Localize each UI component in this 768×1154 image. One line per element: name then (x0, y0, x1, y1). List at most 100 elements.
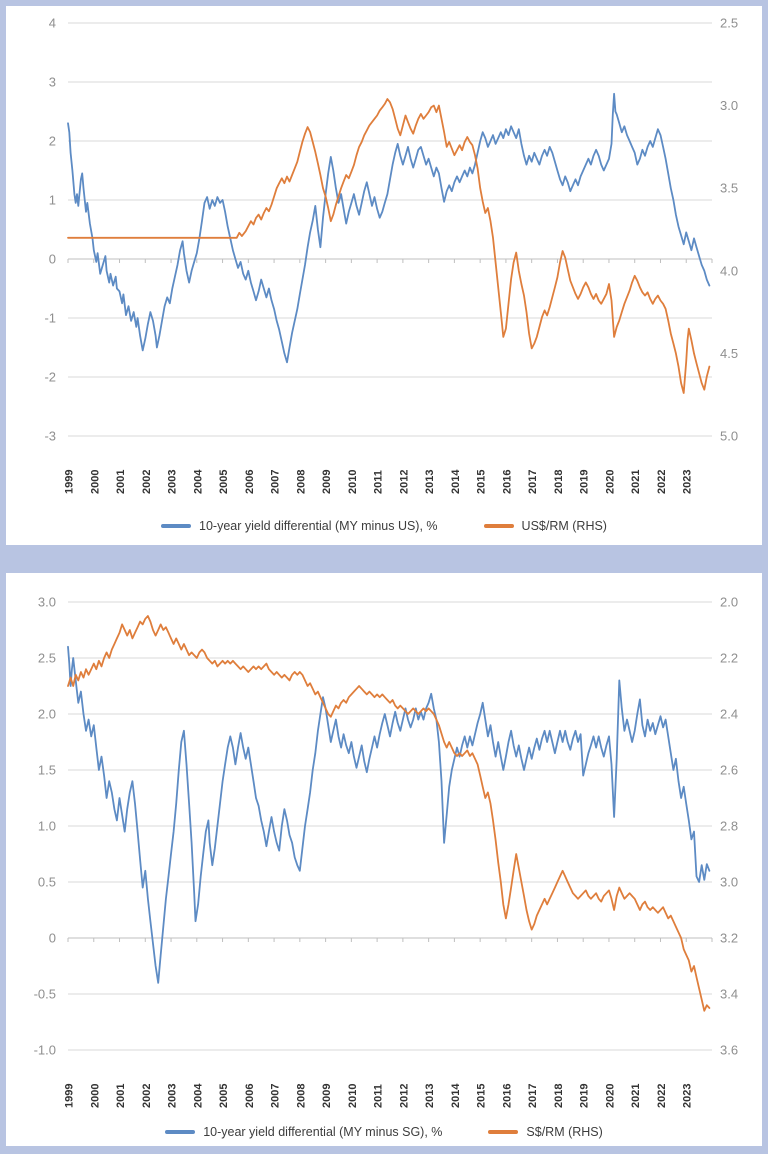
right-axis-labels: 2.0 2.2 2.4 2.6 2.8 3.0 3.2 3.4 3.6 (720, 595, 738, 1058)
svg-text:2023: 2023 (682, 470, 694, 494)
svg-text:2.6: 2.6 (720, 763, 738, 778)
svg-text:2018: 2018 (553, 1084, 565, 1108)
svg-text:2017: 2017 (527, 1084, 539, 1108)
svg-text:3.0: 3.0 (720, 875, 738, 890)
orange-line-marker-icon (488, 1130, 519, 1134)
svg-text:2017: 2017 (527, 470, 539, 494)
svg-text:2009: 2009 (321, 1084, 333, 1108)
year-labels: 1999 2000 2001 2002 2003 2004 2005 2006 2007 2008… (64, 1083, 694, 1108)
svg-text:3.0: 3.0 (38, 595, 56, 610)
svg-text:2015: 2015 (476, 1084, 488, 1108)
svg-text:2021: 2021 (630, 1084, 642, 1108)
legend-item-yield-diff-us: 10-year yield differential (MY minus US)… (161, 519, 438, 533)
svg-text:4.5: 4.5 (720, 346, 738, 361)
svg-text:2013: 2013 (424, 470, 436, 494)
svg-text:0: 0 (49, 252, 56, 267)
svg-text:4.0: 4.0 (720, 263, 738, 278)
svg-text:2000: 2000 (89, 1084, 101, 1108)
legend-label: S$/RM (RHS) (526, 1125, 603, 1139)
svg-text:2.8: 2.8 (720, 819, 738, 834)
svg-text:2: 2 (49, 134, 56, 149)
orange-line-marker-icon (483, 524, 514, 528)
svg-text:1999: 1999 (64, 1084, 76, 1108)
svg-text:2003: 2003 (167, 470, 179, 494)
svg-text:2004: 2004 (192, 469, 204, 494)
svg-text:2.0: 2.0 (38, 707, 56, 722)
series-line-blue (67, 645, 711, 984)
svg-text:2005: 2005 (218, 1084, 230, 1108)
svg-text:2002: 2002 (141, 470, 153, 494)
svg-text:2019: 2019 (579, 1084, 591, 1108)
svg-text:2001: 2001 (115, 1084, 127, 1108)
svg-text:3.2: 3.2 (720, 931, 738, 946)
blue-line-marker-icon (161, 524, 192, 528)
svg-text:2003: 2003 (167, 1084, 179, 1108)
svg-text:2013: 2013 (424, 1084, 436, 1108)
legend-item-sgd-rm: S$/RM (RHS) (488, 1125, 603, 1139)
svg-text:2.5: 2.5 (38, 651, 56, 666)
right-axis-labels: 2.5 3.0 3.5 4.0 4.5 5.0 (720, 16, 738, 444)
svg-text:2.0: 2.0 (720, 595, 738, 610)
svg-text:2.5: 2.5 (720, 16, 738, 31)
legend-label: US$/RM (RHS) (521, 519, 607, 533)
svg-text:2018: 2018 (553, 470, 565, 494)
svg-text:3.6: 3.6 (720, 1043, 738, 1058)
svg-text:2.4: 2.4 (720, 707, 738, 722)
top-chart: 4 3 2 1 0 -1 -2 -3 2.5 3.0 3.5 4.0 4.5 5.0 1999 2000 200… (44, 16, 738, 495)
x-axis (67, 937, 713, 942)
svg-text:2016: 2016 (501, 1084, 513, 1108)
svg-text:2012: 2012 (398, 1084, 410, 1108)
svg-text:1: 1 (49, 193, 56, 208)
bottom-chart-panel: 3.0 2.5 2.0 1.5 1.0 0.5 0 -0.5 -1.0 2.0 2.2 2.4 2.6 2… (6, 573, 762, 1146)
svg-text:2022: 2022 (656, 470, 668, 494)
svg-text:2002: 2002 (141, 1084, 153, 1108)
svg-text:2020: 2020 (604, 1084, 616, 1108)
svg-text:3.4: 3.4 (720, 987, 738, 1002)
legend-item-usd-rm: US$/RM (RHS) (483, 519, 607, 533)
svg-text:2020: 2020 (604, 470, 616, 494)
svg-text:1.0: 1.0 (38, 819, 56, 834)
svg-text:1.5: 1.5 (38, 763, 56, 778)
svg-text:4: 4 (49, 16, 56, 31)
svg-text:2006: 2006 (244, 470, 256, 494)
svg-text:1999: 1999 (64, 470, 76, 494)
svg-text:-1: -1 (44, 311, 56, 326)
svg-text:2008: 2008 (295, 470, 307, 494)
svg-text:2006: 2006 (244, 1084, 256, 1108)
svg-text:2007: 2007 (270, 470, 282, 494)
svg-text:3: 3 (49, 75, 56, 90)
left-axis-labels: 4 3 2 1 0 -1 -2 -3 (44, 16, 56, 444)
svg-text:2009: 2009 (321, 470, 333, 494)
svg-text:0.5: 0.5 (38, 875, 56, 890)
svg-text:2011: 2011 (373, 1084, 385, 1108)
legend-label: 10-year yield differential (MY minus SG)… (203, 1125, 443, 1139)
legend-label: 10-year yield differential (MY minus US)… (199, 519, 438, 533)
series-line-orange (67, 98, 711, 394)
svg-text:2010: 2010 (347, 1084, 359, 1108)
svg-text:-2: -2 (44, 370, 56, 385)
bottom-chart-legend: 10-year yield differential (MY minus SG)… (6, 1125, 762, 1139)
svg-text:0: 0 (49, 931, 56, 946)
top-chart-panel: 4 3 2 1 0 -1 -2 -3 2.5 3.0 3.5 4.0 4.5 5.0 1999 2000 200… (6, 6, 762, 545)
svg-text:2012: 2012 (398, 470, 410, 494)
svg-text:2015: 2015 (476, 470, 488, 494)
svg-text:2016: 2016 (501, 470, 513, 494)
svg-text:2008: 2008 (295, 1084, 307, 1108)
svg-text:2004: 2004 (192, 1083, 204, 1108)
series-line-blue (67, 92, 711, 364)
svg-text:2021: 2021 (630, 470, 642, 494)
legend-item-yield-diff-sg: 10-year yield differential (MY minus SG)… (165, 1125, 442, 1139)
svg-text:2011: 2011 (373, 470, 385, 494)
svg-text:2001: 2001 (115, 470, 127, 494)
svg-text:2.2: 2.2 (720, 651, 738, 666)
bottom-chart: 3.02.52.01.51.00.50-0.5-1.02.02.22.42.62… (34, 595, 738, 1109)
svg-text:2010: 2010 (347, 470, 359, 494)
svg-text:2005: 2005 (218, 470, 230, 494)
gridlines (68, 601, 712, 1051)
svg-text:2019: 2019 (579, 470, 591, 494)
svg-text:5.0: 5.0 (720, 429, 738, 444)
svg-text:2022: 2022 (656, 1084, 668, 1108)
svg-text:-1.0: -1.0 (34, 1043, 56, 1058)
svg-text:-3: -3 (44, 429, 56, 444)
